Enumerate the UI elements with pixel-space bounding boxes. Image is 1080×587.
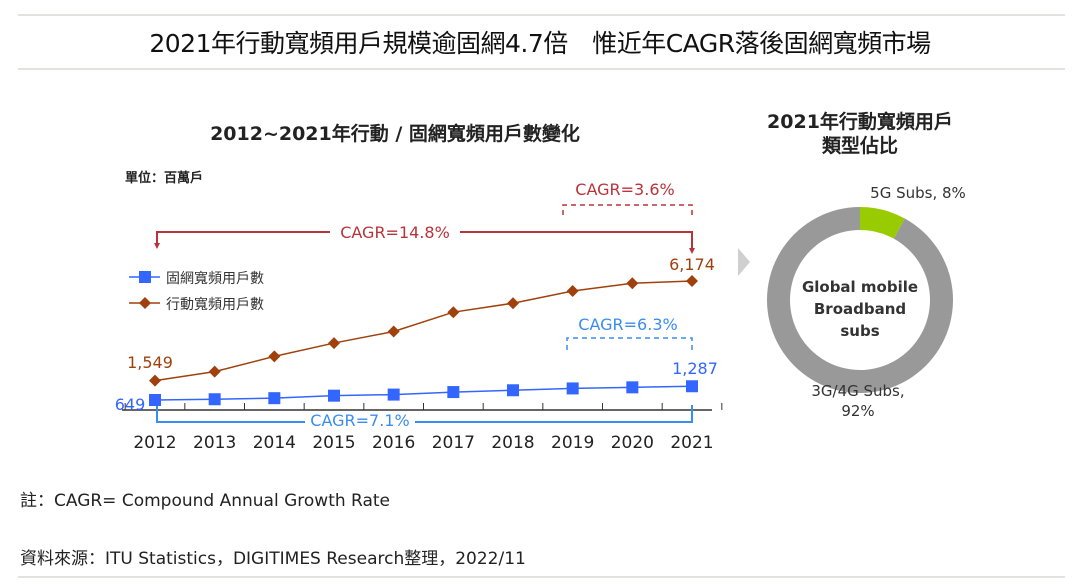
legend-fixed: 固網寬頻用戶數 <box>166 270 264 287</box>
mobile-cagr-recent-bracket <box>562 204 693 218</box>
slice-label-5g: 5G Subs, 8% <box>870 184 966 202</box>
mobile-point-2020 <box>626 277 639 290</box>
legend-mobile: 行動寬頻用戶數 <box>166 296 264 313</box>
x-tick-label: 2016 <box>372 433 415 453</box>
x-tick-label: 2014 <box>253 433 296 453</box>
mobile-point-2013 <box>208 365 221 378</box>
legend: 固網寬頻用戶數 行動寬頻用戶數 <box>129 270 264 313</box>
unit-label: 單位：百萬戶 <box>125 171 204 186</box>
mobile-cagr-total-bracket <box>156 231 693 250</box>
page-title: 2021年行動寬頻用戶規模逾固網4.7倍 惟近年CAGR落後固網寬頻市場 <box>149 29 931 58</box>
footnote: 註：CAGR= Compound Annual Growth Rate <box>20 491 391 511</box>
series-line-1 <box>154 280 693 382</box>
fixed-point-2020 <box>626 381 639 394</box>
mobile-point-2018 <box>507 297 519 310</box>
bottom-divider <box>18 576 1065 578</box>
x-tick-label: 2015 <box>312 433 355 453</box>
mobile-point-2014 <box>268 350 281 363</box>
fixed-point-2013 <box>208 393 221 406</box>
title-divider <box>18 68 1065 70</box>
data-label-fixed-2021: 1,287 <box>672 359 718 378</box>
fixed-point-2021 <box>686 380 698 393</box>
donut-chart <box>767 207 954 393</box>
donut-slice-0 <box>860 207 905 239</box>
mobile-point-2016 <box>387 325 400 338</box>
fixed-point-2016 <box>387 388 400 401</box>
chevron-right-icon <box>738 248 750 276</box>
series-line-0 <box>154 385 693 401</box>
mobile-point-2021 <box>686 275 698 287</box>
fixed-point-2019 <box>566 382 579 395</box>
top-divider <box>18 14 1065 16</box>
pie-chart-title: 2021年行動寬頻用戶類型佔比 <box>767 111 953 157</box>
fixed-point-2014 <box>268 392 281 405</box>
fixed-cagr-recent-bracket <box>566 337 693 352</box>
mobile-cagr-total-label: CAGR=14.8% <box>340 223 450 242</box>
mobile-point-2012 <box>149 374 161 387</box>
x-tick-label: 2019 <box>551 433 594 453</box>
mobile-point-2015 <box>328 337 340 350</box>
fixed-point-2012 <box>149 394 161 406</box>
donut-center-label-1: Global mobile <box>802 278 918 296</box>
fixed-cagr-total-label: CAGR=7.1% <box>310 411 409 430</box>
mobile-point-2017 <box>447 306 460 319</box>
slice-label-3g4g: 3G/4G Subs, <box>811 382 904 400</box>
fixed-cagr-recent-label: CAGR=6.3% <box>578 315 677 334</box>
arrow-icon <box>154 243 695 254</box>
legend-diamond-marker <box>139 297 151 309</box>
data-label-mobile-2021: 6,174 <box>669 255 715 274</box>
source-note: 資料來源：ITU Statistics，DIGITIMES Research整理… <box>20 549 526 569</box>
line-chart-title: 2012~2021年行動 / 固網寬頻用戶數變化 <box>210 123 580 145</box>
x-tick-label: 2020 <box>611 433 654 453</box>
donut-center-label-2: Broadband <box>814 300 906 318</box>
mobile-cagr-recent-label: CAGR=3.6% <box>575 180 674 199</box>
fixed-point-2018 <box>507 384 519 397</box>
fixed-point-2015 <box>328 389 340 402</box>
donut-center-label-3: subs <box>840 322 879 340</box>
x-tick-label: 2013 <box>193 433 236 453</box>
data-label-fixed-2012: 649 <box>115 395 146 414</box>
x-tick-label: 2021 <box>670 433 713 453</box>
fixed-point-2017 <box>447 386 460 399</box>
x-tick-label: 2017 <box>432 433 475 453</box>
data-label-mobile-2012: 1,549 <box>127 353 173 372</box>
slice-label-3g4g-pct: 92% <box>841 402 874 420</box>
mobile-point-2019 <box>566 284 579 297</box>
legend-square-marker <box>139 271 151 283</box>
x-tick-label: 2012 <box>133 433 176 453</box>
x-tick-label: 2018 <box>491 433 534 453</box>
fixed-cagr-total-bracket <box>156 400 693 423</box>
